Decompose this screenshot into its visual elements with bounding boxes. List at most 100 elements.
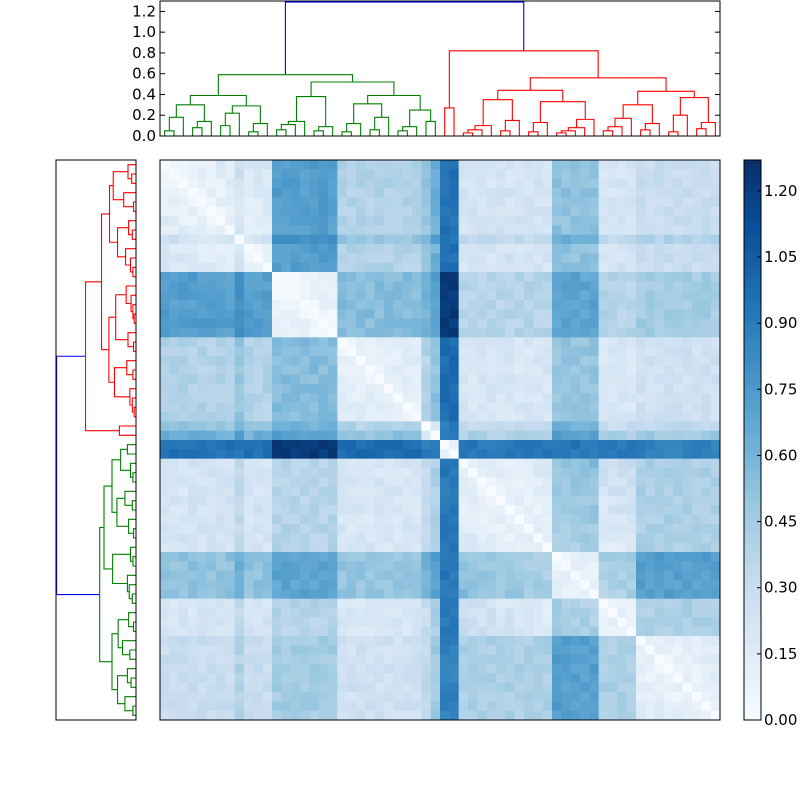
heatmap-cell bbox=[300, 328, 310, 338]
heatmap-cell bbox=[384, 701, 394, 712]
heatmap-cell bbox=[300, 356, 310, 366]
colorbar-segment bbox=[744, 500, 761, 505]
heatmap-cell bbox=[402, 206, 413, 217]
heatmap-cell bbox=[318, 468, 329, 478]
heatmap-cell bbox=[692, 160, 702, 170]
heatmap-cell bbox=[272, 542, 282, 553]
heatmap-cell bbox=[664, 542, 674, 553]
heatmap-cell bbox=[552, 710, 562, 721]
heatmap-cell bbox=[626, 552, 637, 562]
heatmap-cell bbox=[673, 337, 684, 348]
heatmap-cell bbox=[542, 477, 553, 488]
heatmap-cell bbox=[552, 290, 562, 301]
heatmap-cell bbox=[197, 225, 208, 236]
heatmap-cell bbox=[188, 561, 198, 572]
colorbar-segment bbox=[744, 200, 761, 205]
heatmap-cell bbox=[337, 197, 348, 208]
heatmap-cell bbox=[710, 244, 721, 254]
heatmap-cell bbox=[645, 188, 656, 198]
heatmap-cell bbox=[636, 300, 646, 310]
heatmap-cell bbox=[580, 374, 590, 385]
heatmap-cell bbox=[645, 384, 656, 394]
heatmap-cell bbox=[524, 234, 534, 245]
heatmap-cell bbox=[160, 197, 170, 208]
heatmap-cell bbox=[580, 570, 590, 581]
heatmap-cell bbox=[178, 710, 189, 721]
heatmap-cell bbox=[626, 682, 637, 693]
heatmap-cell bbox=[440, 514, 450, 525]
heatmap-cell bbox=[216, 542, 226, 553]
heatmap-cell bbox=[300, 449, 310, 460]
heatmap-cell bbox=[580, 580, 590, 590]
heatmap-cell bbox=[486, 374, 497, 385]
heatmap-cell bbox=[580, 477, 590, 488]
heatmap-cell bbox=[234, 486, 245, 497]
heatmap-cell bbox=[654, 430, 665, 441]
heatmap-cell bbox=[272, 552, 282, 562]
heatmap-cell bbox=[393, 458, 404, 469]
heatmap-cell bbox=[402, 234, 413, 245]
heatmap-cell bbox=[365, 402, 376, 413]
heatmap-cell bbox=[617, 570, 628, 581]
heatmap-cell bbox=[300, 374, 310, 385]
heatmap-cell bbox=[169, 552, 180, 562]
heatmap-cell bbox=[542, 552, 553, 562]
heatmap-cell bbox=[598, 701, 609, 712]
heatmap-cell bbox=[552, 626, 562, 637]
heatmap-cell bbox=[664, 206, 674, 217]
heatmap-cell bbox=[486, 300, 497, 310]
dendrogram-link bbox=[607, 126, 623, 136]
heatmap-cell bbox=[486, 617, 497, 628]
heatmap-cell bbox=[337, 244, 348, 254]
heatmap-cell bbox=[514, 664, 525, 674]
heatmap-cell bbox=[169, 561, 180, 572]
heatmap-cell bbox=[300, 318, 310, 329]
heatmap-cell bbox=[598, 505, 609, 516]
heatmap-cell bbox=[412, 524, 422, 534]
heatmap-cell bbox=[542, 318, 553, 329]
heatmap-cell bbox=[608, 468, 618, 478]
heatmap-cell bbox=[225, 477, 236, 488]
heatmap-cell bbox=[160, 272, 170, 282]
heatmap-cell bbox=[608, 402, 618, 413]
dendrogram-link bbox=[644, 122, 660, 136]
heatmap-cell bbox=[468, 374, 478, 385]
heatmap-cell bbox=[701, 496, 712, 506]
heatmap-cell bbox=[421, 524, 432, 534]
heatmap-cell bbox=[458, 337, 469, 348]
heatmap-cell bbox=[664, 290, 674, 301]
heatmap-cell bbox=[402, 169, 413, 180]
heatmap-cell bbox=[262, 617, 273, 628]
heatmap-cell bbox=[328, 169, 338, 180]
heatmap-cell bbox=[328, 458, 338, 469]
heatmap-cell bbox=[692, 542, 702, 553]
heatmap-cell bbox=[281, 225, 292, 236]
heatmap-cell bbox=[402, 570, 413, 581]
heatmap-cell bbox=[701, 421, 712, 432]
heatmap-cell bbox=[374, 496, 385, 506]
colorbar-segment bbox=[744, 600, 761, 605]
heatmap-cell bbox=[580, 514, 590, 525]
heatmap-cell bbox=[290, 160, 301, 170]
heatmap-cell bbox=[402, 645, 413, 656]
heatmap-cell bbox=[309, 272, 320, 282]
heatmap-cell bbox=[206, 477, 217, 488]
heatmap-cell bbox=[244, 384, 254, 394]
heatmap-cell bbox=[533, 262, 544, 273]
heatmap-cell bbox=[468, 272, 478, 282]
heatmap-cell bbox=[216, 234, 226, 245]
heatmap-cell bbox=[701, 701, 712, 712]
heatmap-cell bbox=[486, 542, 497, 553]
heatmap-cell bbox=[608, 608, 618, 618]
heatmap-cell bbox=[188, 486, 198, 497]
heatmap-cell bbox=[636, 421, 646, 432]
heatmap-cell bbox=[178, 300, 189, 310]
heatmap-cell bbox=[673, 160, 684, 170]
heatmap-cell bbox=[234, 710, 245, 721]
heatmap-cell bbox=[309, 216, 320, 226]
heatmap-cell bbox=[608, 542, 618, 553]
heatmap-cell bbox=[430, 290, 441, 301]
heatmap-cell bbox=[262, 365, 273, 376]
dendrogram-link bbox=[116, 497, 129, 527]
heatmap-cell bbox=[598, 654, 609, 665]
